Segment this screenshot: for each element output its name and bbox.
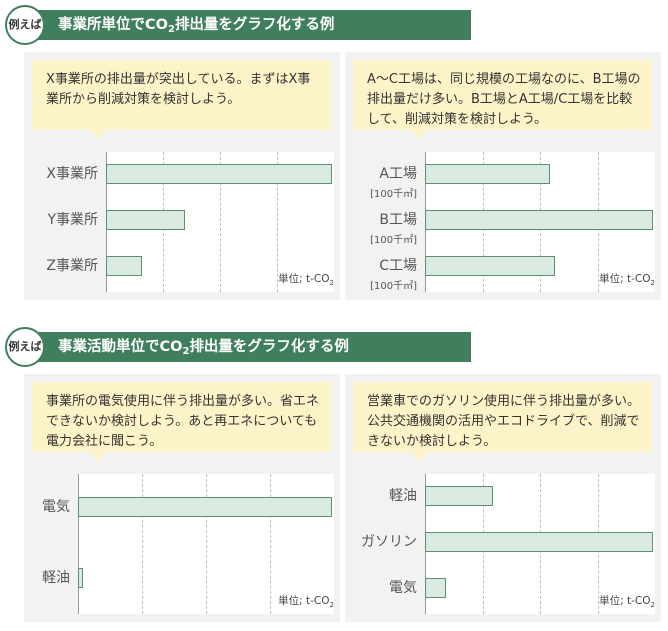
bar-1 <box>425 164 551 184</box>
bar-1 <box>106 164 332 184</box>
category-label: C工場 [100千㎡] <box>370 256 417 297</box>
bar-2 <box>425 532 653 552</box>
category-label: ガソリン <box>361 532 417 552</box>
category-label: 軽油 <box>42 568 70 588</box>
category-label: B工場 [100千㎡] <box>370 210 417 251</box>
section-title: 事業所単位でCO2排出量をグラフ化する例 <box>20 10 471 40</box>
category-name: X事業所 <box>46 166 98 182</box>
plot-area <box>425 474 655 614</box>
section-office-unit: 例えば 事業所単位でCO2排出量をグラフ化する例 X事業所の排出量が突出している… <box>0 0 668 310</box>
category-name: Z事業所 <box>46 258 98 274</box>
bar-2 <box>425 210 653 230</box>
y-axis-line <box>78 474 79 614</box>
category-label: 軽油 <box>389 486 417 506</box>
gridline <box>142 474 143 614</box>
category-name: 電気 <box>389 580 417 596</box>
category-name: 電気 <box>42 499 70 515</box>
category-label: A工場 [100千㎡] <box>370 164 417 205</box>
bar-2 <box>78 568 84 588</box>
category-name: B工場 <box>379 212 417 228</box>
bar-1 <box>78 497 332 517</box>
unit-label: 単位; t-CO2 <box>278 594 334 609</box>
example-badge: 例えば <box>5 327 45 367</box>
category-name: C工場 <box>379 258 417 274</box>
category-note: [100千㎡] <box>370 235 417 246</box>
chart-factory: A工場 [100千㎡] B工場 [100千㎡] C工場 [100千㎡] 単位; t-CO2 <box>345 152 661 292</box>
note-bubble: X事業所の排出量が突出している。まずはX事業所から削減対策を検討しよう。 <box>32 60 331 140</box>
unit-label: 単位; t-CO2 <box>599 272 655 287</box>
plot-area <box>106 152 334 292</box>
note-bubble: 営業車でのガソリン使用に伴う排出量が多い。公共交通機関の活用やエコドライブで、削… <box>353 382 652 462</box>
unit-label: 単位; t-CO2 <box>599 594 655 609</box>
category-label: 電気 <box>42 497 70 517</box>
panel-factory: A～C工場は、同じ規模の工場なのに、B工場の排出量だけ多い。B工場とA工場/C工… <box>345 52 661 300</box>
bar-3 <box>106 256 143 276</box>
note-bubble: 事業所の電気使用に伴う排出量が多い。省エネできないか検討しよう。あと再エネについ… <box>32 382 331 462</box>
category-name: 軽油 <box>389 488 417 504</box>
panel-electricity: 事業所の電気使用に伴う排出量が多い。省エネできないか検討しよう。あと再エネについ… <box>24 374 340 622</box>
plot-area <box>425 152 655 292</box>
panel-vehicle: 営業車でのガソリン使用に伴う排出量が多い。公共交通機関の活用やエコドライブで、削… <box>345 374 661 622</box>
plot-area <box>78 474 334 614</box>
example-badge: 例えば <box>5 5 45 45</box>
gridline <box>220 152 221 292</box>
bar-2 <box>106 210 186 230</box>
category-note: [100千㎡] <box>370 189 417 200</box>
note-bubble: A～C工場は、同じ規模の工場なのに、B工場の排出量だけ多い。B工場とA工場/C工… <box>353 60 652 140</box>
section-activity-unit: 例えば 事業活動単位でCO2排出量をグラフ化する例 事業所の電気使用に伴う排出量… <box>0 322 668 631</box>
gridline <box>270 474 271 614</box>
chart-electricity: 電気軽油単位; t-CO2 <box>24 474 340 614</box>
category-label: 電気 <box>389 578 417 598</box>
section-title: 事業活動単位でCO2排出量をグラフ化する例 <box>20 332 471 362</box>
gridline <box>277 152 278 292</box>
category-name: 軽油 <box>42 570 70 586</box>
unit-label: 単位; t-CO2 <box>278 272 334 287</box>
gridline <box>206 474 207 614</box>
bar-3 <box>425 256 555 276</box>
category-note: [100千㎡] <box>370 281 417 292</box>
bar-1 <box>425 486 494 506</box>
category-name: A工場 <box>379 166 417 182</box>
category-label: X事業所 <box>46 164 98 184</box>
chart-vehicle: 軽油ガソリン電気単位; t-CO2 <box>345 474 661 614</box>
category-name: Y事業所 <box>47 212 98 228</box>
panel-office: X事業所の排出量が突出している。まずはX事業所から削減対策を検討しよう。 X事業… <box>24 52 340 300</box>
category-name: ガソリン <box>361 534 417 550</box>
bar-3 <box>425 578 446 598</box>
category-label: Z事業所 <box>46 256 98 276</box>
category-label: Y事業所 <box>47 210 98 230</box>
chart-office: X事業所 Y事業所 Z事業所単位; t-CO2 <box>24 152 340 292</box>
